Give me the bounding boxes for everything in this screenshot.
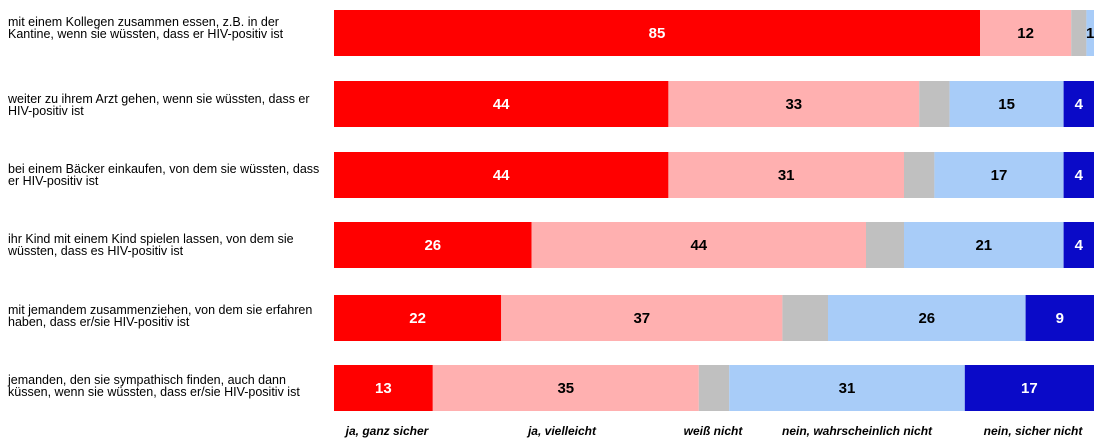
data-label: 35 bbox=[557, 380, 574, 397]
bar-weiss-nicht bbox=[698, 365, 730, 411]
data-label: 9 bbox=[1056, 310, 1064, 327]
data-label: 44 bbox=[690, 237, 707, 254]
bar-ja-ganz-sicher bbox=[334, 222, 532, 268]
data-label: 4 bbox=[1075, 237, 1084, 254]
data-label: 44 bbox=[493, 96, 510, 113]
bar-nein-sicher-nicht bbox=[1063, 222, 1094, 268]
bar-ja-ganz-sicher bbox=[334, 10, 980, 56]
data-label: 17 bbox=[1021, 380, 1038, 397]
bar-nein-wahrscheinlich-nicht bbox=[729, 365, 965, 411]
legend-item-nein-wahrscheinlich-nicht: nein, wahrscheinlich nicht bbox=[781, 424, 933, 438]
data-label: 17 bbox=[991, 167, 1008, 184]
legend-item-weiss-nicht: weiß nicht bbox=[683, 424, 743, 438]
data-label: 26 bbox=[918, 310, 935, 327]
category-label: bei einem Bäcker einkaufen, von dem sie … bbox=[8, 162, 320, 188]
bar-nein-wahrscheinlich-nicht bbox=[949, 81, 1064, 127]
bar-weiss-nicht bbox=[782, 295, 828, 341]
legend-item-ja-vielleicht: ja, vielleicht bbox=[527, 424, 597, 438]
data-label: 15 bbox=[998, 96, 1015, 113]
data-label: 31 bbox=[778, 167, 795, 184]
bar-nein-wahrscheinlich-nicht bbox=[904, 222, 1064, 268]
legend-item-nein-sicher-nicht: nein, sicher nicht bbox=[983, 424, 1083, 438]
data-label: 31 bbox=[839, 380, 856, 397]
data-label: 4 bbox=[1075, 167, 1084, 184]
category-label: weiter zu ihrem Arzt gehen, wenn sie wüs… bbox=[8, 92, 310, 118]
bar-ja-ganz-sicher bbox=[334, 295, 502, 341]
bar-ja-ganz-sicher bbox=[334, 81, 669, 127]
bar-ja-vielleicht bbox=[668, 81, 920, 127]
category-label: mit einem Kollegen zusammen essen, z.B. … bbox=[8, 15, 284, 41]
data-label: 33 bbox=[785, 96, 802, 113]
bar-nein-wahrscheinlich-nicht bbox=[1086, 10, 1094, 56]
bar-nein-sicher-nicht bbox=[1063, 81, 1094, 127]
bar-nein-sicher-nicht bbox=[964, 365, 1094, 411]
bar-ja-vielleicht bbox=[501, 295, 783, 341]
data-label: 22 bbox=[409, 310, 426, 327]
bar-weiss-nicht bbox=[919, 81, 950, 127]
bar-weiss-nicht bbox=[1071, 10, 1087, 56]
data-label: 21 bbox=[975, 237, 992, 254]
data-label: 13 bbox=[375, 380, 392, 397]
data-label: 4 bbox=[1075, 96, 1084, 113]
bar-ja-ganz-sicher bbox=[334, 152, 669, 198]
data-label: 1 bbox=[1086, 25, 1094, 42]
data-label: 26 bbox=[424, 237, 441, 254]
data-label: 44 bbox=[493, 167, 510, 184]
data-label: 12 bbox=[1017, 25, 1034, 42]
bar-nein-sicher-nicht bbox=[1025, 295, 1094, 341]
bar-nein-sicher-nicht bbox=[1063, 152, 1094, 198]
category-label: jemanden, den sie sympathisch finden, au… bbox=[8, 373, 300, 399]
data-label: 37 bbox=[633, 310, 650, 327]
data-label: 85 bbox=[649, 25, 666, 42]
bar-ja-vielleicht bbox=[531, 222, 866, 268]
bar-ja-vielleicht bbox=[432, 365, 699, 411]
bar-nein-wahrscheinlich-nicht bbox=[934, 152, 1064, 198]
bar-weiss-nicht bbox=[866, 222, 904, 268]
legend-item-ja-ganz-sicher: ja, ganz sicher bbox=[345, 424, 429, 438]
category-label: mit jemandem zusammenziehen, von dem sie… bbox=[8, 303, 313, 329]
bar-ja-vielleicht bbox=[668, 152, 904, 198]
bar-weiss-nicht bbox=[904, 152, 935, 198]
bar-ja-vielleicht bbox=[980, 10, 1072, 56]
bar-ja-ganz-sicher bbox=[334, 365, 433, 411]
category-label: ihr Kind mit einem Kind spielen lassen, … bbox=[8, 232, 294, 258]
bar-nein-wahrscheinlich-nicht bbox=[828, 295, 1026, 341]
